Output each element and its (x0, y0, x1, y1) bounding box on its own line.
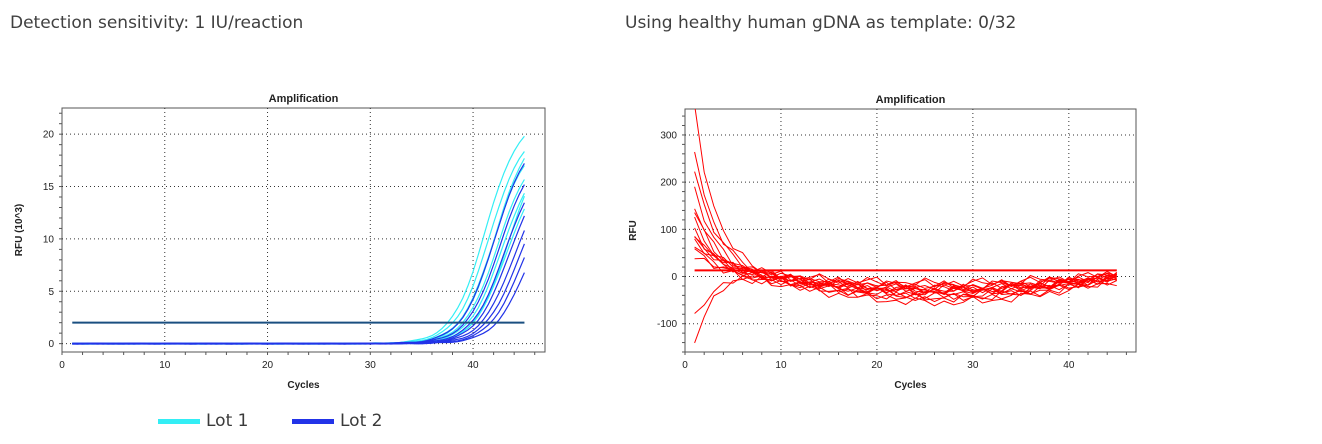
y-tick-label: 300 (660, 130, 677, 141)
amplification-curve-lot-2 (72, 272, 525, 345)
y-tick-label: 200 (660, 178, 677, 189)
legend-item-lot-1: Lot 1 (158, 409, 248, 433)
y-tick-label: 100 (660, 225, 677, 236)
baseline-curve (694, 270, 1118, 344)
x-tick-label: 30 (365, 360, 377, 371)
y-tick-label: 10 (43, 234, 55, 245)
x-tick-label: 0 (59, 360, 65, 371)
x-tick-label: 40 (1063, 360, 1075, 371)
y-tick-label: 0 (48, 339, 54, 350)
legend-label-lot-2: Lot 2 (340, 411, 383, 431)
chart-title: Amplification (269, 93, 339, 105)
amplification-chart-2: Amplification 0 10 20 30 40 -100 0 100 200 300 Cycl… (628, 94, 1137, 391)
y-tick-label: 15 (43, 182, 55, 193)
legend-swatch-lot-2 (292, 418, 334, 424)
legend-swatch-lot-1 (158, 418, 200, 424)
chart-title: Amplification (876, 94, 946, 106)
y-tick-label: 0 (671, 272, 677, 283)
plot-area (61, 107, 546, 353)
y-tick-label: 5 (48, 287, 54, 298)
caption-detection-sensitivity: Detection sensitivity: 1 IU/reaction (10, 13, 304, 33)
x-axis-label: Cycles (894, 380, 927, 391)
x-tick-label: 40 (468, 360, 480, 371)
y-tick-label: -100 (657, 319, 677, 330)
legend-label-lot-1: Lot 1 (206, 411, 249, 431)
y-axis-label: RFU (10^3) (14, 204, 25, 257)
caption-healthy-gdna: Using healthy human gDNA as template: 0/… (625, 13, 1017, 33)
amplification-chart-1: Amplification 0 10 20 30 40 0 5 10 15 20 Cycles RFU … (14, 93, 546, 391)
baseline-curve (694, 273, 1117, 314)
x-tick-label: 0 (682, 360, 688, 371)
y-axis-label: RFU (628, 220, 639, 241)
x-axis-label: Cycles (287, 380, 320, 391)
y-tick-label: 20 (43, 130, 55, 141)
x-tick-label: 10 (159, 360, 171, 371)
x-tick-label: 20 (871, 360, 883, 371)
plot-area (684, 108, 1137, 353)
legend-item-lot-2: Lot 2 (292, 409, 382, 433)
x-tick-label: 10 (775, 360, 787, 371)
baseline-curve (694, 257, 1117, 300)
x-tick-label: 20 (262, 360, 274, 371)
x-tick-label: 30 (967, 360, 979, 371)
